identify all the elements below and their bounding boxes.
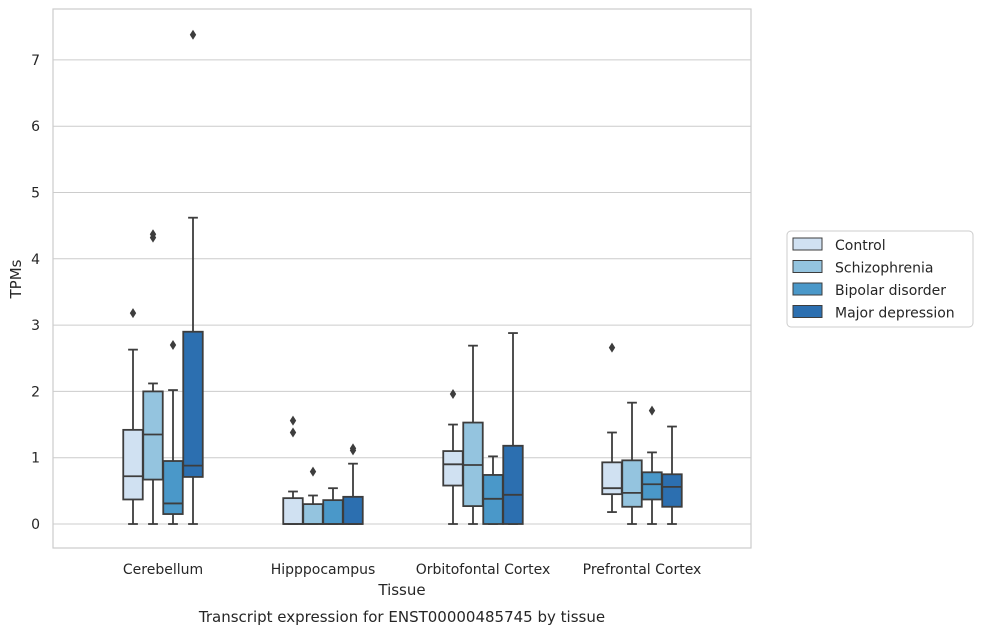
outlier-point bbox=[289, 427, 297, 438]
y-tick-labels: 0 1 2 3 4 5 6 7 bbox=[31, 53, 40, 533]
y-tick-label: 0 bbox=[31, 517, 40, 533]
box-iqr bbox=[661, 473, 683, 508]
x-tick-label: Hipppocampus bbox=[271, 562, 376, 578]
box-hipppocampus-bipolar-disorder bbox=[322, 487, 344, 525]
y-tick-label: 7 bbox=[31, 53, 40, 69]
legend-label: Schizophrenia bbox=[835, 261, 933, 277]
plot-area-frame bbox=[52, 8, 752, 549]
legend-frame bbox=[786, 230, 974, 328]
outlier-point bbox=[309, 466, 317, 477]
outlier-point bbox=[189, 29, 197, 40]
box-iqr bbox=[502, 444, 524, 525]
x-tick-label: Prefrontal Cortex bbox=[583, 562, 702, 578]
legend-swatch bbox=[792, 237, 823, 251]
x-tick-label: Cerebellum bbox=[123, 562, 203, 578]
x-tick-labels: Cerebellum Hipppocampus Orbitofontal Corte… bbox=[123, 562, 701, 578]
legend-swatch bbox=[792, 305, 823, 318]
x-axis-label: Tissue bbox=[377, 581, 425, 599]
box-iqr bbox=[122, 428, 144, 501]
outlier-point bbox=[149, 229, 157, 240]
box-cerebellum-major-depression bbox=[182, 29, 204, 525]
legend-item: Schizophrenia bbox=[792, 260, 933, 277]
box-iqr bbox=[641, 471, 663, 501]
box-iqr bbox=[342, 495, 364, 525]
box-iqr bbox=[142, 390, 164, 481]
outlier-point bbox=[129, 308, 137, 319]
box-iqr bbox=[302, 503, 324, 525]
outlier-point bbox=[169, 339, 177, 350]
figure-caption: Transcript expression for ENST0000048574… bbox=[198, 608, 605, 626]
legend-label: Major depression bbox=[835, 306, 955, 322]
box-cerebellum-control bbox=[122, 308, 144, 525]
y-tick-label: 2 bbox=[31, 384, 40, 400]
legend-swatch bbox=[792, 260, 823, 273]
box-iqr bbox=[162, 460, 184, 515]
legend-item: Control bbox=[792, 237, 886, 254]
legend-swatch bbox=[792, 282, 823, 296]
box-hipppocampus-control bbox=[282, 415, 304, 525]
outlier-point bbox=[349, 443, 357, 454]
legend: Control Schizophrenia Bipolar disorder Majo… bbox=[786, 230, 974, 328]
box-iqr bbox=[621, 459, 643, 508]
box-iqr bbox=[282, 497, 304, 525]
box-hipppocampus-major-depression bbox=[342, 443, 364, 525]
y-tick-label: 6 bbox=[31, 119, 40, 135]
outlier-point bbox=[648, 405, 656, 416]
y-tick-label: 3 bbox=[31, 318, 40, 334]
box-cerebellum-schizophrenia bbox=[142, 229, 164, 525]
box-iqr bbox=[442, 450, 464, 487]
y-axis-label: TPMs bbox=[7, 259, 25, 299]
outlier-point bbox=[608, 342, 616, 353]
y-tick-label: 1 bbox=[31, 451, 40, 467]
box-iqr bbox=[322, 499, 344, 525]
outlier-point bbox=[289, 415, 297, 426]
box-iqr bbox=[182, 330, 204, 478]
box-prefrontal-cortex-major-depression bbox=[661, 425, 683, 525]
legend-item: Bipolar disorder bbox=[792, 282, 946, 299]
box-orbitofontal-cortex-major-depression bbox=[502, 332, 524, 525]
legend-label: Control bbox=[835, 238, 886, 254]
y-tick-label: 4 bbox=[31, 252, 40, 268]
box-iqr bbox=[601, 461, 623, 496]
box-cerebellum-bipolar-disorder bbox=[162, 339, 184, 525]
box-orbitofontal-cortex-control bbox=[442, 389, 464, 525]
legend-label: Bipolar disorder bbox=[835, 283, 946, 299]
y-tick-label: 5 bbox=[31, 186, 40, 202]
box-orbitofontal-cortex-schizophrenia bbox=[462, 344, 484, 525]
x-tick-label: Orbitofontal Cortex bbox=[416, 562, 551, 578]
legend-item: Major depression bbox=[792, 305, 955, 322]
outlier-point bbox=[449, 389, 457, 400]
box-groups bbox=[122, 29, 683, 525]
